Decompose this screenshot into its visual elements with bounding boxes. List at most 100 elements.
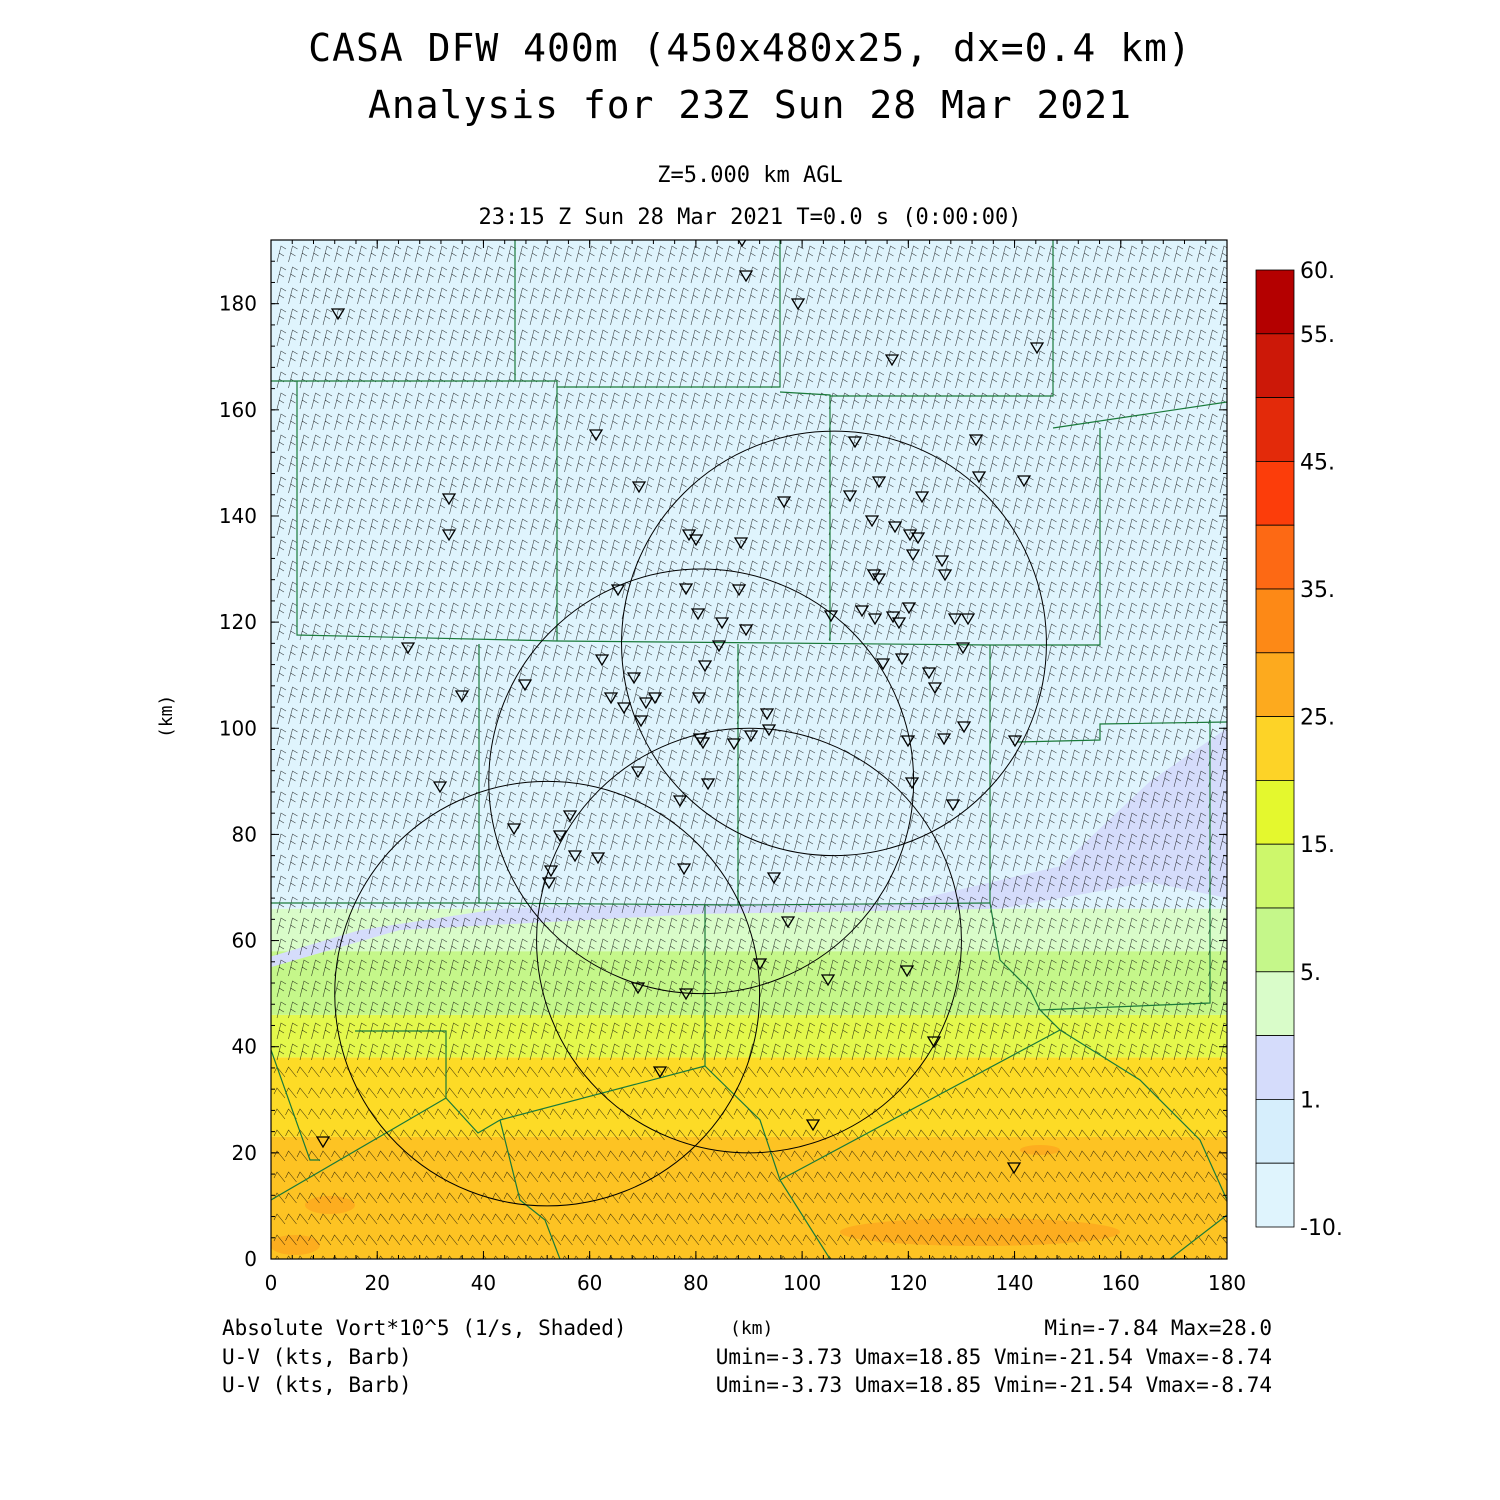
station-marker [743, 730, 759, 743]
station-marker [737, 240, 747, 248]
station-marker [891, 617, 907, 630]
station-marker [1016, 475, 1032, 488]
station-marker [733, 537, 749, 550]
station-marker [731, 584, 747, 597]
vorticity-patch [840, 1218, 1120, 1246]
station-marker [697, 660, 713, 673]
y-tick-label: 120 [219, 610, 257, 634]
county-line [296, 381, 558, 642]
colorbar-segment [1255, 1162, 1295, 1228]
station-marker [315, 1136, 331, 1149]
station-marker [921, 667, 937, 680]
station-marker [926, 1036, 942, 1049]
radar-range-ring [334, 780, 761, 1207]
station-marker [910, 532, 926, 545]
y-tick-label: 180 [219, 292, 257, 316]
colorbar-segment [1255, 1099, 1295, 1164]
colorbar-segment [1255, 333, 1295, 398]
y-tick-label: 20 [232, 1141, 257, 1165]
x-tick-label: 40 [471, 1271, 496, 1295]
station-marker [904, 777, 920, 790]
station-marker [871, 476, 887, 489]
station-marker [541, 877, 557, 890]
station-marker [875, 658, 891, 671]
time-label: 23:15 Z Sun 28 Mar 2021 T=0.0 s (0:00:00… [478, 205, 1022, 230]
station-marker [330, 308, 346, 321]
station-marker [594, 654, 610, 667]
station-marker [652, 1066, 668, 1079]
x-tick-label: 0 [265, 1271, 278, 1295]
station-marker [454, 690, 470, 703]
station-marker [776, 496, 792, 509]
county-line [830, 240, 1054, 397]
radar-range-ring [621, 430, 1047, 857]
colorbar-label: 25. [1300, 706, 1335, 731]
station-marker [688, 534, 704, 547]
station-marker [823, 610, 839, 623]
y-axis-label: (km) [156, 694, 177, 738]
station-marker [934, 555, 950, 568]
station-marker [441, 493, 457, 506]
station-marker [971, 471, 987, 484]
station-marker [864, 515, 880, 528]
station-marker [867, 613, 883, 626]
station-marker [633, 715, 649, 728]
station-marker [603, 692, 619, 705]
colorbar-label: 5. [1300, 961, 1321, 986]
x-tick-label: 180 [1208, 1271, 1246, 1295]
station-marker [616, 702, 632, 715]
y-tick-label: 160 [219, 398, 257, 422]
title-line-2: Analysis for 23Z Sun 28 Mar 2021 [367, 83, 1133, 127]
station-marker [894, 653, 910, 666]
vorticity-band [271, 1057, 1227, 1137]
county-line [1017, 721, 1227, 743]
vorticity-band [271, 951, 1227, 1015]
station-marker [517, 679, 533, 692]
station-marker [590, 852, 606, 865]
barb-stats-2: Umin=-3.73 Umax=18.85 Vmin=-21.54 Vmax=-… [715, 1373, 1272, 1397]
station-marker [678, 583, 694, 596]
station-marker [400, 642, 416, 655]
colorbar-segment [1255, 269, 1295, 335]
station-marker [914, 491, 930, 504]
station-marker [937, 569, 953, 582]
colorbar-segment [1255, 971, 1295, 1036]
x-tick-label: 120 [889, 1271, 927, 1295]
county-line [990, 428, 1101, 646]
station-marker [956, 721, 972, 734]
station-marker [847, 436, 863, 449]
vorticity-band [271, 728, 1227, 968]
title-line-1: CASA DFW 400m (450x480x25, dx=0.4 km) [308, 26, 1192, 70]
station-marker [960, 613, 976, 626]
county-line [271, 1049, 320, 1161]
station-marker [905, 549, 921, 562]
station-marker [726, 738, 742, 751]
station-marker [887, 521, 903, 534]
station-marker [854, 605, 870, 618]
vorticity-patch [271, 1235, 320, 1255]
colorbar-segment [1255, 588, 1295, 654]
station-marker [691, 692, 707, 705]
county-line [271, 902, 991, 906]
station-marker [871, 573, 887, 586]
x-tick-label: 100 [783, 1271, 821, 1295]
county-line [1052, 401, 1227, 429]
station-marker [714, 617, 730, 630]
station-marker [441, 529, 457, 542]
colorbar-segment [1255, 397, 1295, 462]
colorbar-segment [1255, 843, 1295, 909]
level-label: Z=5.000 km AGL [657, 163, 843, 188]
station-marker [947, 613, 963, 626]
vorticity-patch [305, 1196, 355, 1214]
field-label: Absolute Vort*10^5 (1/s, Shaded) [222, 1316, 627, 1340]
station-marker [1006, 1162, 1022, 1175]
station-marker [842, 490, 858, 503]
county-line [704, 1065, 831, 1259]
station-marker [672, 795, 688, 808]
vorticity-patch [1020, 1145, 1060, 1155]
x-tick-label: 140 [995, 1271, 1033, 1295]
x-tick-label: 60 [577, 1271, 602, 1295]
vorticity-band [271, 908, 1227, 952]
station-marker [631, 481, 647, 494]
